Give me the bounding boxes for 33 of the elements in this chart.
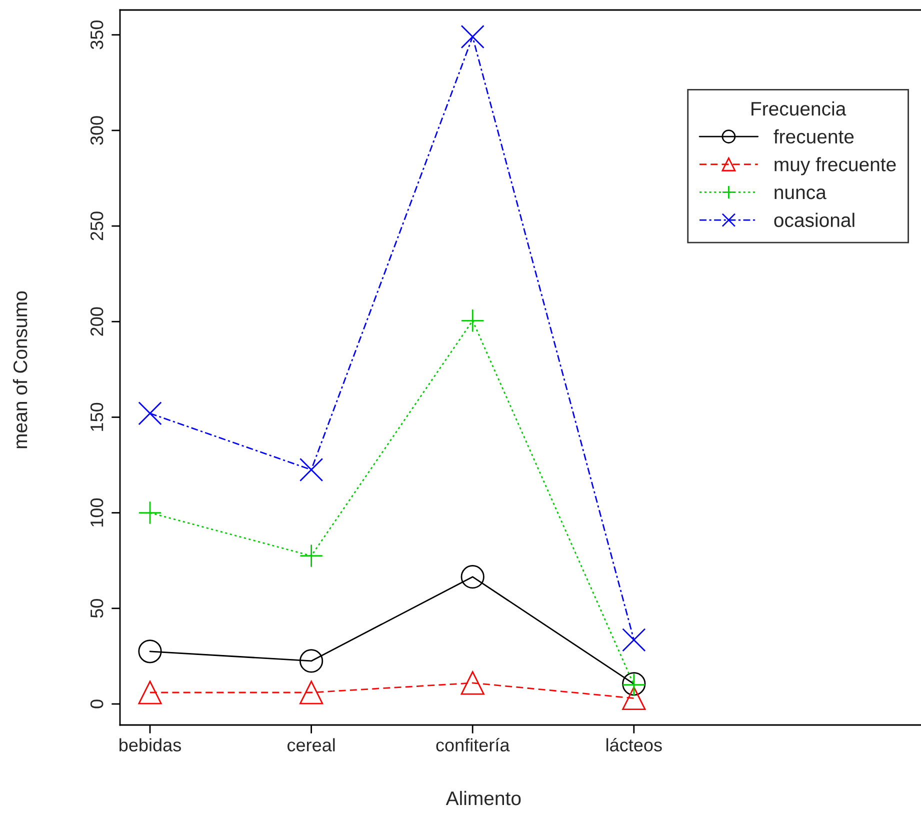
point [138, 402, 162, 426]
x-axis-title: Alimento [446, 790, 521, 806]
point [622, 628, 646, 652]
legend-label: frecuente [774, 129, 854, 144]
x-tick-label: bebidas [120, 738, 181, 752]
point [622, 686, 646, 710]
point [138, 680, 162, 704]
point [299, 680, 324, 704]
point [299, 649, 324, 673]
y-axis-title: mean of Consumo [12, 291, 28, 448]
legend-label: ocasional [774, 212, 854, 228]
y-tick-label: 100 [90, 498, 104, 526]
x-tick-label: cereal [287, 738, 335, 752]
y-tick-label: 50 [90, 599, 104, 618]
x-tick-label: lácteos [606, 738, 662, 752]
y-tick-label: 200 [90, 307, 104, 336]
y-tick-label: 150 [90, 402, 104, 431]
y-tick-label: 350 [90, 20, 104, 50]
point [460, 308, 484, 332]
point [138, 500, 162, 525]
x-tick-label: confitería [436, 738, 510, 752]
point [138, 640, 162, 664]
point [460, 671, 484, 695]
y-tick-label: 300 [90, 116, 104, 145]
legend-label: nunca [774, 188, 826, 200]
point [460, 565, 484, 589]
point [299, 544, 324, 568]
y-tick-label: 0 [90, 700, 104, 708]
point [460, 24, 484, 49]
legend-title: Frecuencia [752, 101, 846, 116]
point [299, 458, 324, 482]
y-tick-label: 250 [90, 212, 104, 240]
legend-label: muy frecuente [774, 157, 896, 176]
